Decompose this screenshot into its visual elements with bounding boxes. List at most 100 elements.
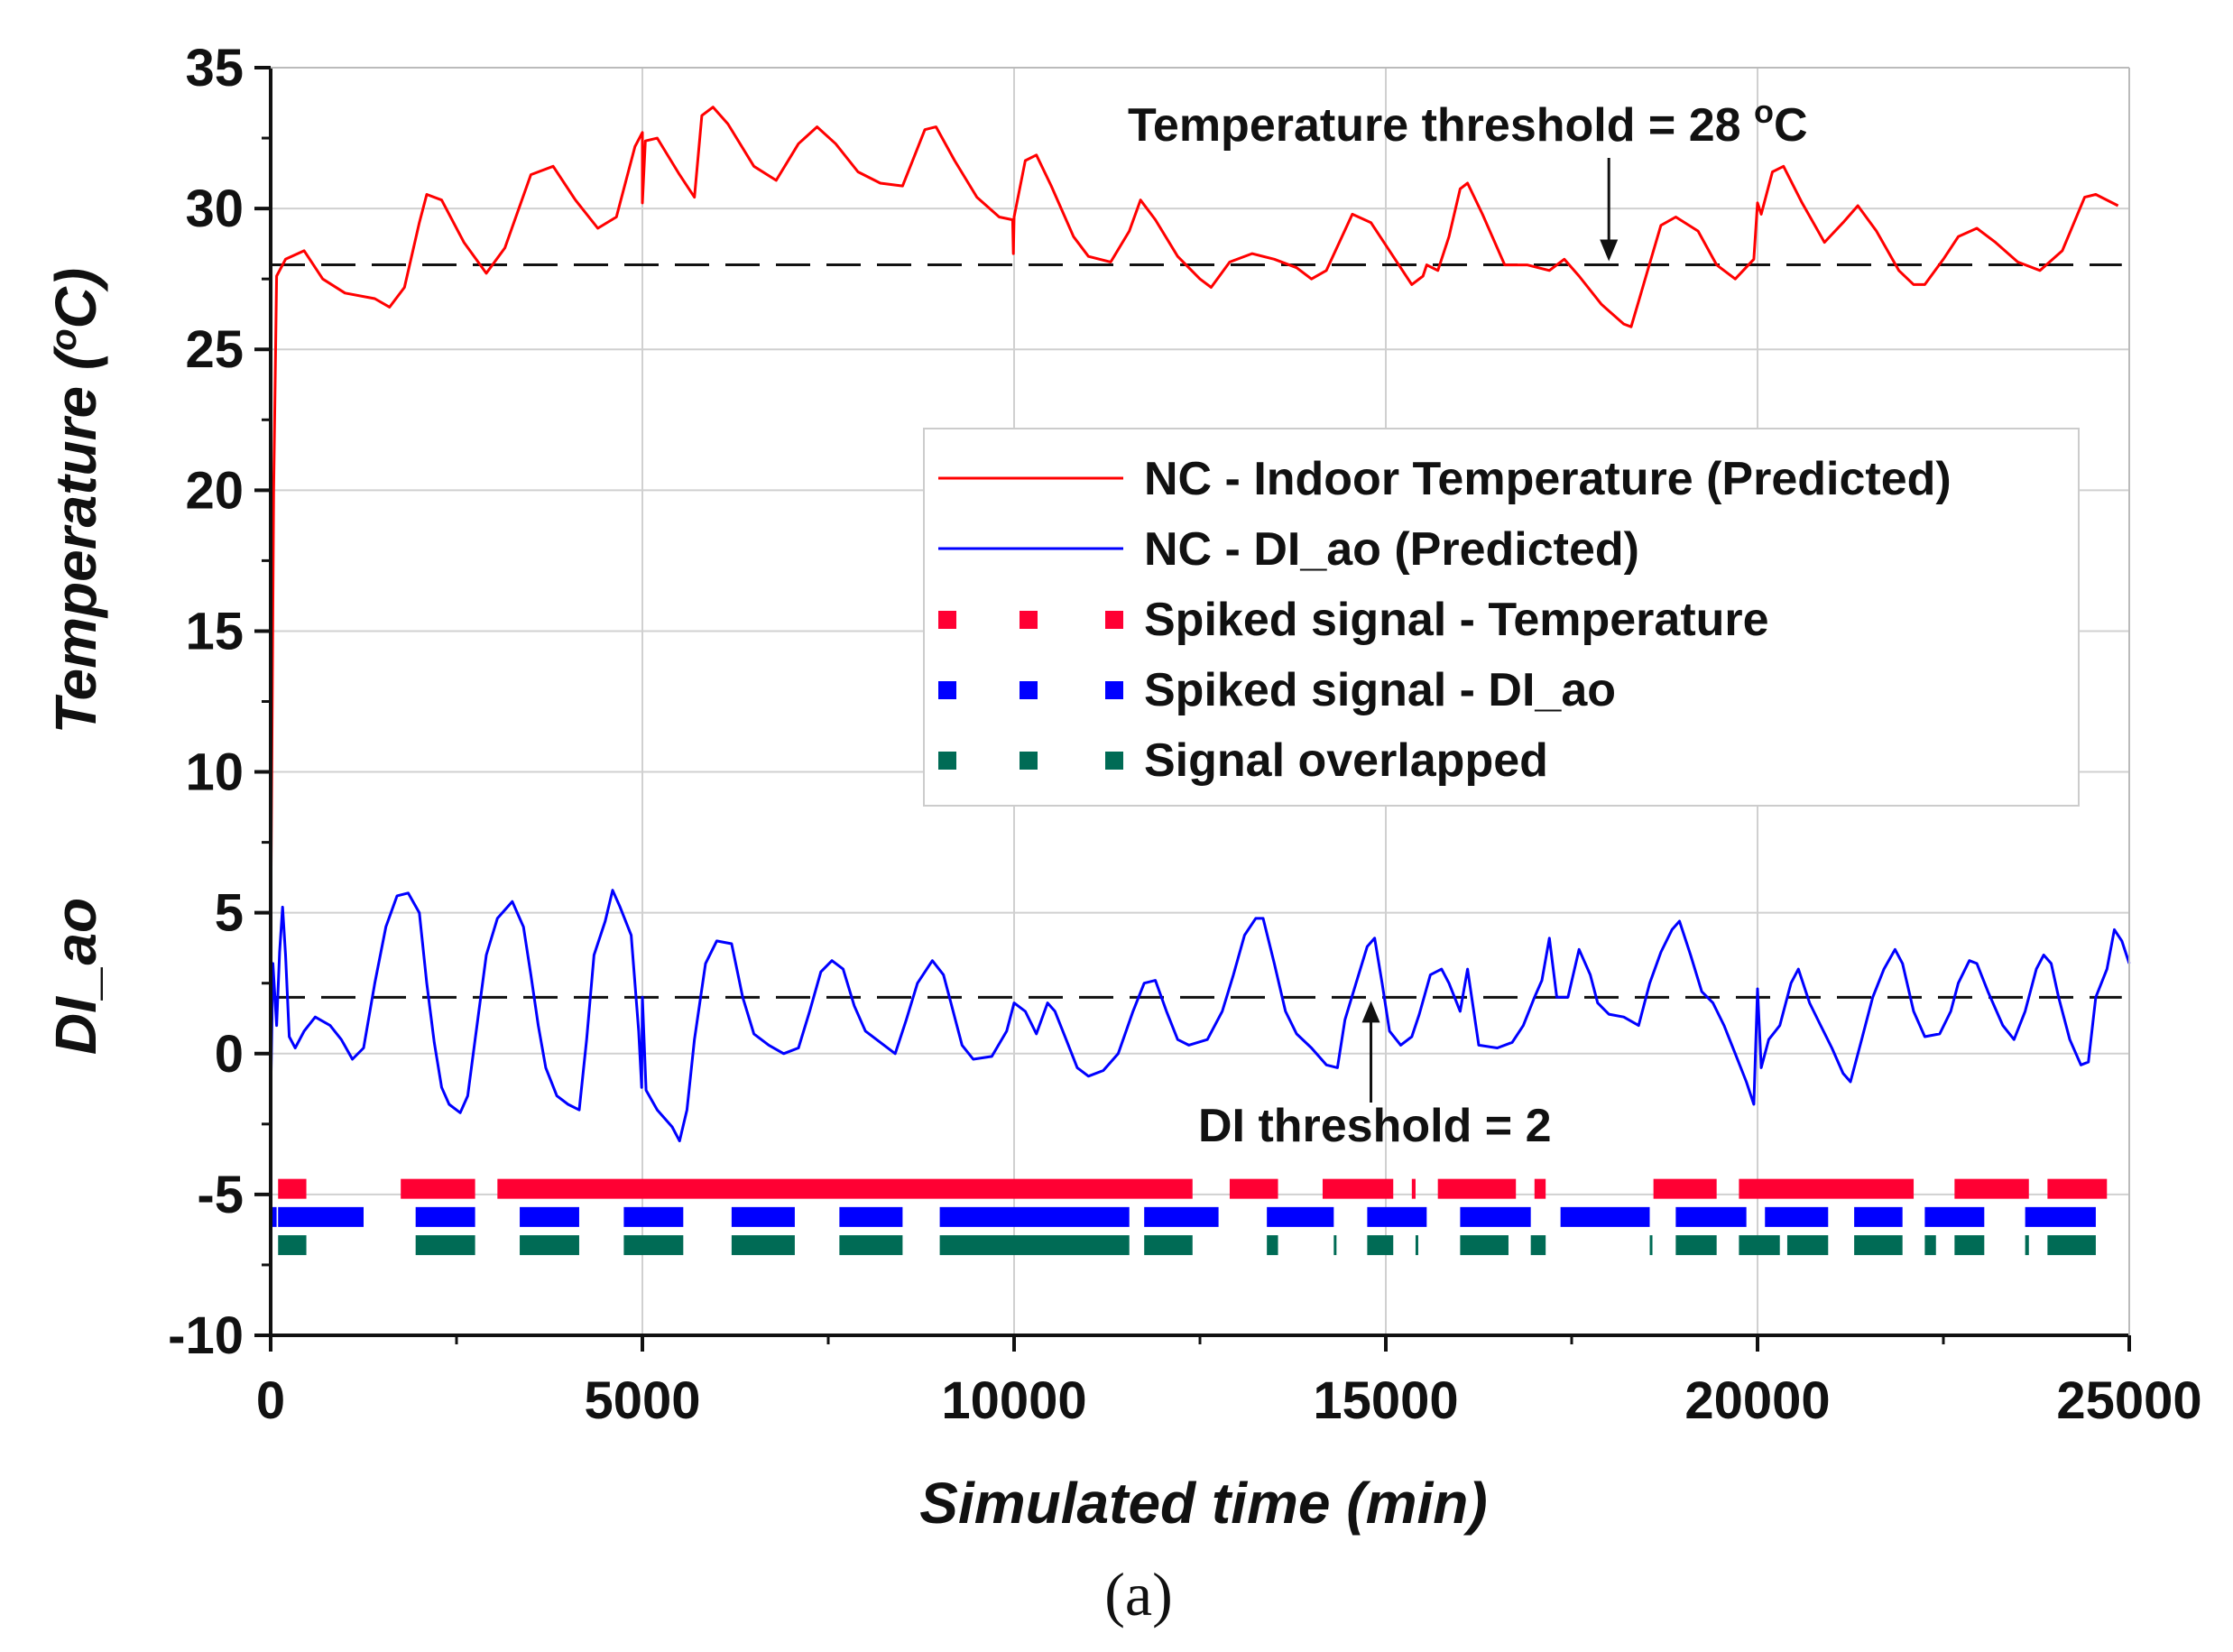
signal-segment-4-16 — [1739, 1235, 1780, 1256]
figure-caption: (a) — [1104, 1560, 1172, 1629]
signal-segment-4-7 — [1144, 1235, 1193, 1256]
legend-sample-2-0 — [938, 611, 956, 629]
signal-segment-2-3 — [1229, 1178, 1278, 1199]
legend-sample-3-2 — [1105, 681, 1123, 699]
temperature-threshold-arrow-head — [1600, 239, 1619, 262]
y-tick-label-6: 5 — [215, 884, 244, 943]
signal-segment-4-22 — [2047, 1235, 2096, 1256]
signal-segment-2-7 — [1534, 1178, 1546, 1199]
signal-segment-2-0 — [278, 1178, 307, 1199]
signal-segment-3-12 — [1560, 1206, 1650, 1227]
x-tick-label-2: 10000 — [941, 1371, 1086, 1430]
signal-segment-4-14 — [1649, 1235, 1653, 1256]
series-line-0 — [269, 106, 2119, 936]
signal-segment-3-7 — [939, 1206, 1130, 1227]
signal-segment-4-0 — [278, 1235, 307, 1256]
x-tick-label-0: 0 — [256, 1371, 285, 1430]
threshold-arrows — [1361, 158, 1619, 1103]
signal-segment-4-20 — [1954, 1235, 1985, 1256]
signal-segment-3-2 — [415, 1206, 475, 1227]
signal-segment-4-9 — [1333, 1235, 1337, 1256]
y-tick-label-9: -10 — [168, 1306, 244, 1365]
di-threshold-label: DI threshold = 2 — [1198, 1100, 1552, 1152]
signal-segment-4-17 — [1786, 1235, 1829, 1256]
signal-segment-2-11 — [2047, 1178, 2108, 1199]
legend-sample-3-0 — [938, 681, 956, 699]
y-tick-label-7: 0 — [215, 1025, 244, 1084]
signal-segment-3-13 — [1675, 1206, 1747, 1227]
signal-segment-4-2 — [520, 1235, 579, 1256]
y-tick-label-3: 20 — [185, 461, 244, 520]
legend-sample-2-2 — [1105, 611, 1123, 629]
threshold-lines — [271, 263, 2122, 999]
signal-segment-2-8 — [1653, 1178, 1717, 1199]
legend-sample-3-1 — [1020, 681, 1038, 699]
signal-segment-3-16 — [1924, 1206, 1985, 1227]
y-tick-label-2: 25 — [185, 320, 244, 379]
legend-sample-4-1 — [1020, 752, 1038, 770]
legend-samples — [938, 476, 1123, 770]
legend-sample-4-2 — [1105, 752, 1123, 770]
signal-segment-2-10 — [1954, 1178, 2029, 1199]
temperature-threshold-label: Temperature threshold = 28 oC — [1128, 93, 1808, 152]
signal-segment-4-12 — [1460, 1235, 1509, 1256]
signal-segment-3-15 — [1854, 1206, 1903, 1227]
legend-label-spiked-di-ao: Spiked signal - DI_ao — [1144, 664, 1616, 716]
signal-segment-3-5 — [731, 1206, 795, 1227]
legend-sample-2-1 — [1020, 611, 1038, 629]
signal-segment-2-5 — [1411, 1178, 1416, 1199]
signal-segment-2-2 — [497, 1178, 1193, 1199]
signal-segment-3-11 — [1460, 1206, 1531, 1227]
signal-segment-4-3 — [623, 1235, 684, 1256]
x-tick-label-3: 15000 — [1313, 1371, 1458, 1430]
y-tick-label-8: -5 — [197, 1166, 244, 1224]
x-axis-title: Simulated time (min) — [919, 1471, 1487, 1536]
signal-segment-4-15 — [1675, 1235, 1717, 1256]
signal-segment-3-0 — [271, 1206, 277, 1227]
signal-segment-2-1 — [401, 1178, 475, 1199]
signal-segment-3-1 — [278, 1206, 364, 1227]
signal-segment-4-5 — [839, 1235, 903, 1256]
y-tick-label-0: 35 — [185, 39, 244, 97]
legend-label-spiked-temperature: Spiked signal - Temperature — [1144, 594, 1769, 646]
y-axis-title-temperature: Temperature (oC) — [43, 268, 108, 734]
legend-label-temperature: NC - Indoor Temperature (Predicted) — [1144, 453, 1952, 505]
legend: NC - Indoor Temperature (Predicted) NC -… — [923, 428, 2080, 807]
signal-segment-2-4 — [1322, 1178, 1394, 1199]
x-tick-label-4: 20000 — [1684, 1371, 1830, 1430]
y-tick-label-4: 15 — [185, 602, 244, 660]
signal-segment-4-18 — [1854, 1235, 1903, 1256]
signal-segment-4-11 — [1415, 1235, 1418, 1256]
signal-segment-4-1 — [415, 1235, 475, 1256]
y-axis-title-di-ao: DI_ao — [43, 898, 108, 1055]
series-line-1 — [269, 889, 2131, 1143]
signal-segment-3-6 — [839, 1206, 903, 1227]
signal-segment-4-13 — [1530, 1235, 1546, 1256]
signal-segment-3-4 — [623, 1206, 684, 1227]
signal-segment-2-6 — [1437, 1178, 1517, 1199]
signal-segment-4-6 — [939, 1235, 1130, 1256]
signal-segment-3-9 — [1267, 1206, 1334, 1227]
signal-segment-3-3 — [520, 1206, 579, 1227]
series-lines — [269, 106, 2131, 1143]
y-tick-label-1: 30 — [185, 180, 244, 238]
signal-segment-2-9 — [1739, 1178, 1915, 1199]
ticks: 0 5000 10000 15000 20000 2500035302520151050-… — [168, 39, 2201, 1430]
signal-segment-3-10 — [1367, 1206, 1427, 1227]
signal-bars — [271, 1178, 2108, 1256]
signal-segment-4-10 — [1367, 1235, 1394, 1256]
legend-label-di-ao: NC - DI_ao (Predicted) — [1144, 523, 1639, 576]
signal-segment-3-17 — [2025, 1206, 2096, 1227]
signal-segment-4-21 — [2025, 1235, 2029, 1256]
legend-sample-4-0 — [938, 752, 956, 770]
signal-segment-4-8 — [1267, 1235, 1278, 1256]
x-tick-label-5: 25000 — [2056, 1371, 2201, 1430]
signal-segment-4-4 — [731, 1235, 795, 1256]
x-tick-label-1: 5000 — [584, 1371, 700, 1430]
signal-segment-3-8 — [1144, 1206, 1219, 1227]
signal-segment-3-14 — [1765, 1206, 1829, 1227]
legend-label-signal-overlapped: Signal overlapped — [1144, 734, 1548, 787]
y-tick-label-5: 10 — [185, 743, 244, 802]
signal-segment-4-19 — [1924, 1235, 1936, 1256]
